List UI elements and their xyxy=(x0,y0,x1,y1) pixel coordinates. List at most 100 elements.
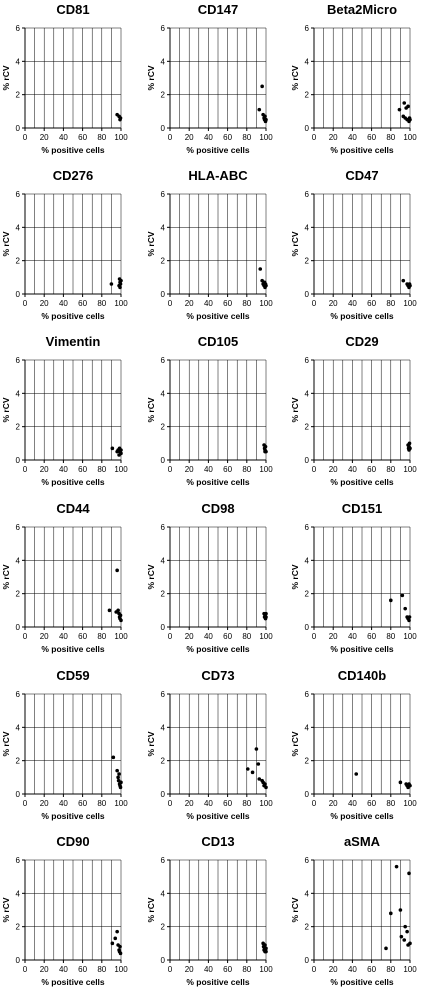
chart-title: CD59 xyxy=(56,668,89,683)
y-tick-label: 0 xyxy=(305,956,310,965)
x-tick-label: 60 xyxy=(223,133,232,142)
x-tick-label: 80 xyxy=(386,632,395,641)
data-point xyxy=(398,908,403,912)
x-axis-label: % positive cells xyxy=(186,977,250,987)
data-point xyxy=(397,107,402,112)
y-axis-label: % rCV xyxy=(1,564,11,589)
y-tick-label: 2 xyxy=(305,257,310,266)
x-tick-label: 40 xyxy=(348,799,357,808)
chart-panel-16: CD13 0 20 40 60 80 100 0 2 4 6 % positive cells % rC… xyxy=(146,834,273,987)
data-point xyxy=(111,755,116,760)
y-tick-label: 0 xyxy=(305,790,310,799)
data-point xyxy=(399,934,404,939)
y-tick-label: 0 xyxy=(16,956,21,965)
x-tick-label: 0 xyxy=(312,799,317,808)
data-point xyxy=(264,283,268,288)
x-tick-label: 100 xyxy=(259,965,273,974)
data-point xyxy=(110,446,115,451)
x-tick-label: 80 xyxy=(386,965,395,974)
x-tick-label: 100 xyxy=(403,632,417,641)
y-tick-label: 6 xyxy=(16,190,21,199)
y-tick-label: 6 xyxy=(161,190,166,199)
y-axis-label: % rCV xyxy=(146,65,156,90)
data-point xyxy=(257,107,262,112)
x-tick-label: 20 xyxy=(329,465,338,474)
y-tick-label: 4 xyxy=(161,57,166,66)
data-point xyxy=(389,598,393,603)
x-tick-label: 60 xyxy=(367,799,376,808)
x-tick-label: 40 xyxy=(59,632,68,641)
chart-panel-11: CD151 0 20 40 60 80 100 0 2 4 6 % positive cells % r… xyxy=(290,501,417,654)
y-tick-label: 6 xyxy=(16,356,21,365)
x-tick-label: 80 xyxy=(97,632,106,641)
data-point xyxy=(407,615,412,619)
y-tick-label: 4 xyxy=(16,389,21,398)
y-tick-label: 4 xyxy=(305,723,310,732)
y-tick-label: 0 xyxy=(16,623,21,632)
x-tick-label: 20 xyxy=(185,799,194,808)
data-point xyxy=(354,772,359,776)
y-tick-label: 2 xyxy=(161,923,166,932)
chart-panel-7: CD105 0 20 40 60 80 100 0 2 4 6 % positive cells % r… xyxy=(146,334,273,487)
x-axis-label: % positive cells xyxy=(186,811,250,821)
x-tick-label: 60 xyxy=(367,299,376,308)
x-axis-label: % positive cells xyxy=(330,811,394,821)
chart-title: Beta2Micro xyxy=(327,2,397,17)
chart-title: aSMA xyxy=(344,834,381,849)
x-tick-label: 80 xyxy=(242,799,251,808)
x-tick-label: 40 xyxy=(59,465,68,474)
y-tick-label: 2 xyxy=(305,757,310,766)
chart-title: CD276 xyxy=(53,168,93,183)
data-point xyxy=(118,116,123,120)
y-tick-label: 2 xyxy=(305,590,310,599)
x-tick-label: 20 xyxy=(40,299,49,308)
x-axis-label: % positive cells xyxy=(186,311,250,321)
x-tick-label: 60 xyxy=(223,965,232,974)
x-tick-label: 100 xyxy=(403,465,417,474)
y-tick-label: 4 xyxy=(305,556,310,565)
x-tick-label: 80 xyxy=(242,299,251,308)
data-point xyxy=(118,285,122,290)
y-axis-label: % rCV xyxy=(146,231,156,256)
x-tick-label: 80 xyxy=(386,465,395,474)
y-tick-label: 2 xyxy=(161,257,166,266)
x-tick-label: 20 xyxy=(40,965,49,974)
x-tick-label: 20 xyxy=(329,133,338,142)
chart-title: CD151 xyxy=(342,501,382,516)
x-tick-label: 80 xyxy=(242,465,251,474)
y-axis-label: % rCV xyxy=(290,231,300,256)
x-tick-label: 60 xyxy=(78,632,87,641)
data-point xyxy=(260,84,264,89)
x-tick-label: 0 xyxy=(23,965,28,974)
y-axis-label: % rCV xyxy=(290,897,300,922)
x-tick-label: 100 xyxy=(403,299,417,308)
x-tick-label: 100 xyxy=(114,965,128,974)
data-point xyxy=(263,444,268,449)
y-tick-label: 2 xyxy=(161,757,166,766)
data-point xyxy=(263,943,267,947)
y-axis-label: % rCV xyxy=(290,65,300,90)
data-point xyxy=(119,780,123,785)
x-tick-label: 0 xyxy=(23,299,28,308)
x-tick-label: 60 xyxy=(223,299,232,308)
x-tick-label: 20 xyxy=(185,299,194,308)
data-point xyxy=(384,946,388,951)
x-tick-label: 40 xyxy=(348,632,357,641)
chart-panel-15: CD90 0 20 40 60 80 100 0 2 4 6 % positive cells % rC… xyxy=(1,834,128,987)
data-point xyxy=(119,451,123,456)
y-tick-label: 6 xyxy=(161,690,166,699)
y-tick-label: 0 xyxy=(305,623,310,632)
data-point xyxy=(389,911,393,916)
x-tick-label: 40 xyxy=(59,133,68,142)
y-tick-label: 4 xyxy=(305,223,310,232)
x-tick-label: 20 xyxy=(40,133,49,142)
x-tick-label: 80 xyxy=(242,965,251,974)
x-axis-label: % positive cells xyxy=(41,145,105,155)
data-point xyxy=(402,101,407,105)
data-point xyxy=(407,618,411,623)
y-tick-label: 0 xyxy=(16,456,21,465)
data-point xyxy=(119,618,123,623)
data-point xyxy=(401,278,406,283)
chart-title: CD13 xyxy=(201,834,234,849)
y-tick-label: 4 xyxy=(161,223,166,232)
